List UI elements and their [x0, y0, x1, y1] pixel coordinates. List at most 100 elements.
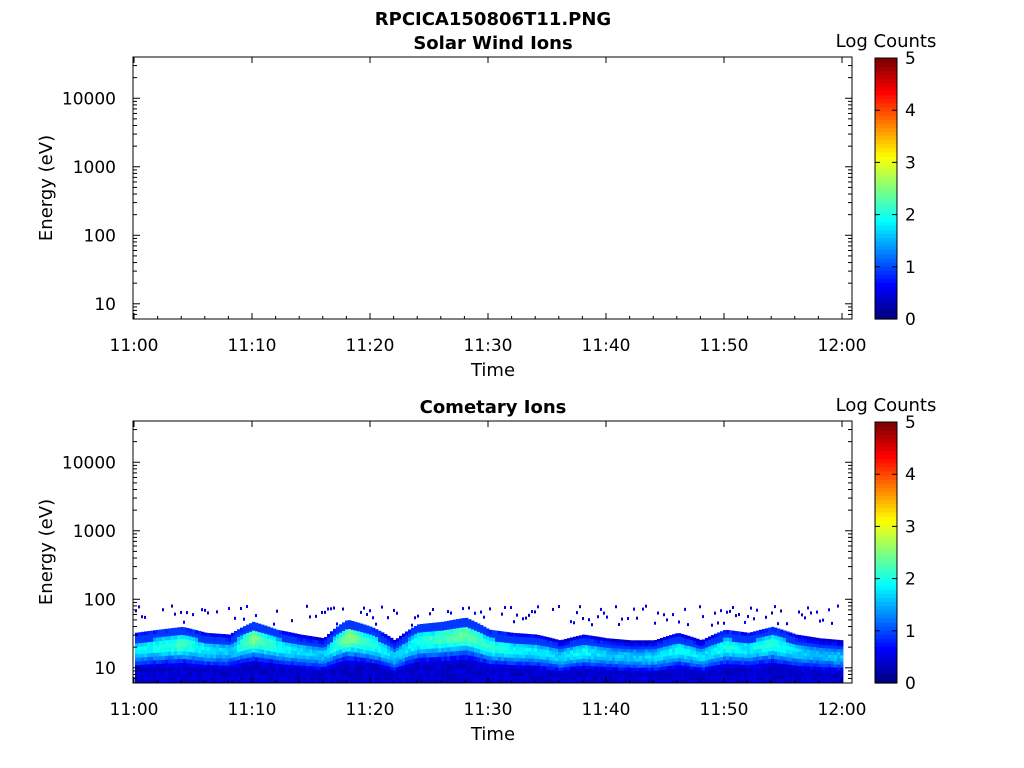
heatmap-cell [282, 671, 286, 677]
heatmap-cell [390, 666, 394, 671]
heatmap-cell [465, 631, 469, 637]
heatmap-sparse-cell [738, 613, 740, 617]
heatmap-cell [756, 668, 760, 673]
heatmap-cell [648, 640, 652, 644]
heatmap-cell [459, 669, 463, 675]
heatmap-cell [501, 642, 505, 647]
heatmap-cell [597, 676, 601, 681]
heatmap-cell [381, 672, 385, 677]
heatmap-cell [498, 675, 502, 680]
heatmap-cell [372, 675, 376, 680]
heatmap-cell [660, 644, 664, 649]
heatmap-cell [195, 656, 199, 661]
heatmap-cell [252, 643, 256, 649]
colorbar-swatch [875, 519, 897, 525]
colorbar-swatch [875, 82, 897, 88]
heatmap-cell [747, 668, 751, 673]
heatmap-cell [558, 673, 562, 678]
heatmap-cell [318, 669, 322, 674]
heatmap-cell [423, 670, 427, 676]
colorbar-swatch [875, 131, 897, 137]
heatmap-cell [768, 655, 772, 660]
heatmap-cell [378, 675, 382, 680]
heatmap-cell [579, 665, 583, 670]
heatmap-cell [636, 652, 640, 657]
heatmap-cell [249, 653, 253, 658]
heatmap-cell [192, 671, 196, 676]
heatmap-sparse-cell [192, 613, 194, 617]
heatmap-cell [360, 674, 364, 680]
heatmap-cell [654, 679, 658, 684]
heatmap-cell [657, 679, 661, 684]
heatmap-cell [309, 646, 313, 650]
heatmap-cell [690, 676, 694, 681]
heatmap-cell [792, 644, 796, 649]
heatmap-cell [492, 652, 496, 658]
heatmap-cell [447, 634, 451, 639]
heatmap-cell [225, 658, 229, 663]
heatmap-cell [471, 638, 475, 644]
heatmap-cell [756, 675, 760, 680]
heatmap-cell [375, 640, 379, 646]
heatmap-cell [390, 650, 394, 655]
heatmap-cell [732, 641, 736, 647]
heatmap-cell [351, 669, 355, 675]
heatmap-cell [720, 657, 724, 662]
heatmap-cell [237, 679, 241, 684]
heatmap-cell [705, 641, 709, 645]
heatmap-cell [636, 673, 640, 678]
heatmap-cell [447, 642, 451, 648]
heatmap-cell [369, 662, 373, 668]
heatmap-cell [795, 648, 799, 653]
heatmap-cell [417, 649, 421, 655]
heatmap-cell [807, 636, 811, 641]
heatmap-cell [315, 636, 319, 641]
heatmap-cell [477, 648, 481, 654]
heatmap-cell [714, 675, 718, 680]
heatmap-cell [291, 632, 295, 637]
heatmap-cell [315, 656, 319, 661]
heatmap-cell [312, 649, 316, 654]
heatmap-cell [690, 679, 694, 684]
heatmap-cell [162, 652, 166, 657]
heatmap-cell [519, 679, 523, 684]
heatmap-cell [534, 665, 538, 670]
heatmap-cell [636, 646, 640, 650]
heatmap-cell [690, 643, 694, 648]
heatmap-cell [354, 626, 358, 632]
heatmap-cell [738, 671, 742, 677]
heatmap-cell [417, 670, 421, 676]
heatmap-sparse-cell [777, 622, 779, 626]
heatmap-cell [678, 679, 682, 684]
heatmap-cell [408, 675, 412, 680]
heatmap-cell [501, 657, 505, 662]
heatmap-cell [579, 642, 583, 647]
heatmap-cell [168, 675, 172, 680]
heatmap-cell [690, 649, 694, 654]
heatmap-sparse-cell [429, 612, 431, 616]
heatmap-cell [228, 648, 232, 653]
heatmap-cell [768, 639, 772, 644]
heatmap-cell [699, 661, 703, 665]
heatmap-cell [570, 656, 574, 661]
heatmap-cell [759, 641, 763, 646]
heatmap-cell [537, 672, 541, 677]
heatmap-cell [795, 651, 799, 656]
heatmap-cell [330, 679, 334, 684]
heatmap-cell [567, 644, 571, 649]
heatmap-cell [183, 643, 187, 648]
heatmap-cell [693, 647, 697, 652]
heatmap-cell [834, 648, 838, 653]
heatmap-cell [717, 632, 721, 637]
heatmap-cell [720, 646, 724, 651]
heatmap-cell [336, 638, 340, 644]
heatmap-cell [483, 674, 487, 680]
heatmap-cell [234, 649, 238, 654]
heatmap-cell [588, 679, 592, 684]
heatmap-cell [807, 646, 811, 651]
heatmap-cell [561, 664, 565, 669]
heatmap-cell [753, 646, 757, 651]
heatmap-cell [801, 635, 805, 640]
heatmap-cell [396, 657, 400, 662]
heatmap-cell [750, 672, 754, 677]
